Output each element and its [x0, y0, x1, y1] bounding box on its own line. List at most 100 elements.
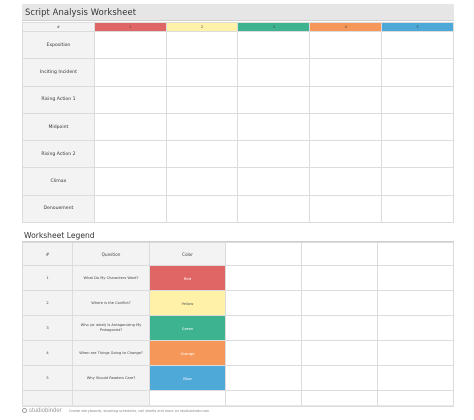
cell[interactable] — [237, 140, 311, 169]
table-row: Rising Action 2 — [22, 140, 454, 169]
cell[interactable] — [381, 112, 454, 142]
cell[interactable] — [165, 167, 239, 196]
row-label-rising-action-1: Rising Action 1 — [22, 85, 95, 114]
cell[interactable] — [237, 112, 311, 142]
table-row: Climax — [22, 167, 454, 196]
cell[interactable] — [381, 194, 454, 224]
legend-color-swatch: Red — [149, 265, 226, 291]
legend-color-swatch: Blue — [149, 365, 226, 391]
legend-color-swatch: Orange — [149, 340, 226, 366]
cell[interactable] — [237, 85, 311, 114]
blank-cell — [225, 365, 302, 391]
legend-number: 3 — [22, 315, 73, 341]
legend-color-name: Red — [183, 275, 192, 281]
cell[interactable] — [309, 58, 383, 87]
legend-blank-row — [22, 390, 454, 407]
cell[interactable] — [165, 85, 239, 114]
legend-color-name: Blue — [183, 375, 192, 381]
blank-cell — [301, 315, 378, 341]
table-header-row: # 1 2 3 4 5 — [22, 22, 454, 32]
legend-number: 4 — [22, 340, 73, 366]
footer: studiobinder Create storyboards, shootin… — [22, 405, 454, 415]
cell[interactable] — [165, 194, 239, 224]
worksheet-legend-table: # Question Color 1 What Do My Characters… — [22, 242, 454, 407]
cell[interactable] — [93, 167, 167, 196]
cell[interactable] — [237, 167, 311, 196]
cell[interactable] — [309, 85, 383, 114]
script-analysis-table: # 1 2 3 4 5 Exposition Inciting Incident… — [22, 22, 454, 224]
legend-header-question: Question — [72, 242, 150, 266]
logo-mark-icon — [22, 408, 27, 413]
legend-header-number: # — [22, 242, 73, 266]
row-label-inciting-incident: Inciting Incident — [22, 58, 95, 87]
blank-cell — [225, 340, 302, 366]
column-header-5: 5 — [381, 22, 454, 32]
cell[interactable] — [309, 140, 383, 169]
blank-cell — [301, 365, 378, 391]
blank-cell — [22, 390, 73, 407]
table-row: Midpoint — [22, 112, 454, 142]
cell[interactable] — [165, 30, 239, 60]
legend-color-swatch: Yellow — [149, 290, 226, 316]
legend-row: 2 Where is the Conflict? Yellow — [22, 290, 454, 316]
cell[interactable] — [93, 30, 167, 60]
column-header-1: 1 — [93, 22, 167, 32]
legend-number: 5 — [22, 365, 73, 391]
row-label-denouement: Denouement — [22, 194, 95, 224]
row-label-exposition: Exposition — [22, 30, 95, 60]
legend-header-color: Color — [149, 242, 226, 266]
legend-color-name: Yellow — [181, 300, 194, 306]
cell[interactable] — [381, 85, 454, 114]
cell[interactable] — [165, 112, 239, 142]
cell[interactable] — [93, 140, 167, 169]
cell[interactable] — [381, 58, 454, 87]
cell[interactable] — [381, 167, 454, 196]
footer-text: Create storyboards, shooting schedules, … — [68, 409, 210, 413]
legend-question: Where is the Conflict? — [72, 290, 150, 316]
table-row: Inciting Incident — [22, 58, 454, 87]
cell[interactable] — [309, 194, 383, 224]
legend-question: Why Should Readers Care? — [72, 365, 150, 391]
column-header-3: 3 — [237, 22, 311, 32]
blank-cell — [301, 340, 378, 366]
studiobinder-logo: studiobinder — [22, 408, 62, 414]
blank-cell — [377, 242, 454, 266]
legend-title: Worksheet Legend — [22, 230, 454, 242]
cell[interactable] — [165, 58, 239, 87]
blank-cell — [301, 290, 378, 316]
cell[interactable] — [381, 30, 454, 60]
blank-cell — [301, 242, 378, 266]
column-header-number: # — [22, 22, 95, 32]
cell[interactable] — [93, 194, 167, 224]
cell[interactable] — [309, 30, 383, 60]
cell[interactable] — [237, 194, 311, 224]
cell[interactable] — [93, 85, 167, 114]
cell[interactable] — [93, 112, 167, 142]
cell[interactable] — [165, 140, 239, 169]
cell[interactable] — [93, 58, 167, 87]
blank-cell — [377, 365, 454, 391]
legend-color-name: Orange — [180, 350, 195, 356]
legend-row: 5 Why Should Readers Care? Blue — [22, 365, 454, 391]
blank-cell — [225, 315, 302, 341]
legend-question: What Do My Characters Want? — [72, 265, 150, 291]
blank-cell — [377, 390, 454, 407]
legend-row: 3 Who (or what) is Antagonizing My Prota… — [22, 315, 454, 341]
cell[interactable] — [309, 112, 383, 142]
legend-number: 1 — [22, 265, 73, 291]
blank-cell — [377, 290, 454, 316]
legend-question: Who (or what) is Antagonizing My Protago… — [72, 315, 150, 341]
legend-row: 1 What Do My Characters Want? Red — [22, 265, 454, 291]
blank-cell — [301, 265, 378, 291]
cell[interactable] — [237, 30, 311, 60]
blank-cell — [377, 315, 454, 341]
legend-header-row: # Question Color — [22, 242, 454, 266]
cell[interactable] — [237, 58, 311, 87]
blank-cell — [72, 390, 150, 407]
cell[interactable] — [309, 167, 383, 196]
row-label-midpoint: Midpoint — [22, 112, 95, 142]
row-label-rising-action-2: Rising Action 2 — [22, 140, 95, 169]
worksheet-title: Script Analysis Worksheet — [22, 4, 454, 21]
cell[interactable] — [381, 140, 454, 169]
legend-question: When are Things Going to Change? — [72, 340, 150, 366]
